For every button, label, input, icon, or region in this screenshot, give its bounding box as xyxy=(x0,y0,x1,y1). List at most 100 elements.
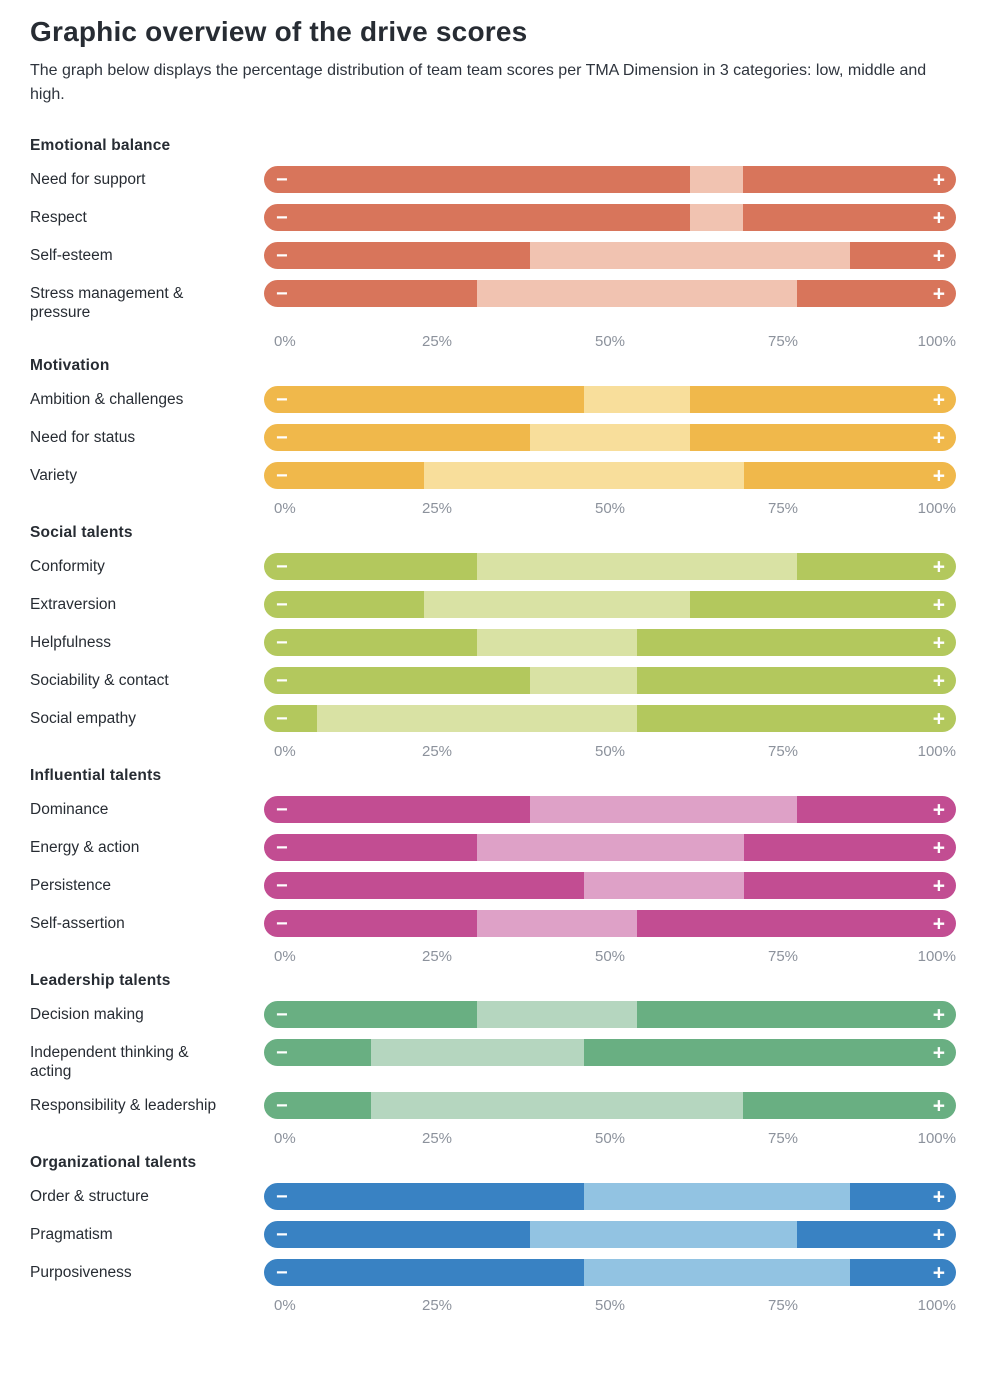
score-bar: − + xyxy=(264,1221,956,1249)
x-axis: 0% 25% 50% 75% 100% xyxy=(264,1297,956,1314)
dimension-group-4: Leadership talents Decision making − + Indep… xyxy=(30,972,956,1147)
axis-tick-label: 75% xyxy=(767,333,799,351)
segment-low xyxy=(264,462,424,490)
segment-low xyxy=(264,1221,531,1249)
score-row: Decision making − + xyxy=(30,1001,956,1029)
score-bar: − + xyxy=(264,553,956,581)
segment-middle xyxy=(477,629,637,657)
score-row: Variety − + xyxy=(30,462,956,490)
score-row: Sociability & contact − + xyxy=(30,667,956,695)
row-label: Responsibility & leadership xyxy=(30,1097,217,1115)
score-bar: − + xyxy=(264,796,956,824)
segment-low xyxy=(264,872,584,900)
segment-high xyxy=(796,796,956,824)
segment-low xyxy=(264,280,478,308)
row-label: Persistence xyxy=(30,877,111,895)
segment-high xyxy=(742,166,956,194)
score-bar: − + xyxy=(264,667,956,695)
segment-low xyxy=(264,424,531,452)
dimension-group-3: Influential talents Dominance − + Energy & a… xyxy=(30,767,956,965)
segment-middle xyxy=(530,667,637,695)
segment-middle xyxy=(477,1001,637,1029)
segment-high xyxy=(796,280,956,308)
segment-high xyxy=(743,872,956,900)
x-axis: 0% 25% 50% 75% 100% xyxy=(264,743,956,760)
segment-high xyxy=(690,591,956,619)
segment-middle xyxy=(583,1259,851,1287)
score-row: Stress management & pressure − + xyxy=(30,280,956,322)
segment-middle xyxy=(689,166,743,194)
axis-tick-label: 0% xyxy=(274,333,296,351)
chart-sections: Emotional balance Need for support − + Respe… xyxy=(30,137,956,1314)
segment-high xyxy=(636,1001,956,1029)
score-bar: − + xyxy=(264,462,956,490)
row-label: Independent thinking & acting xyxy=(30,1044,189,1081)
segment-low xyxy=(264,629,478,657)
row-label: Respect xyxy=(30,209,87,227)
axis-tick-label: 100% xyxy=(917,1297,956,1315)
group-title: Social talents xyxy=(30,524,133,542)
segment-high xyxy=(742,204,956,232)
axis-tick-label: 50% xyxy=(594,743,626,761)
axis-tick-label: 100% xyxy=(917,1130,956,1148)
segment-high xyxy=(850,1259,956,1287)
axis-tick-label: 0% xyxy=(274,1130,296,1148)
group-title: Emotional balance xyxy=(30,137,171,155)
axis-tick-label: 100% xyxy=(917,500,956,518)
score-row: Respect − + xyxy=(30,204,956,232)
segment-middle xyxy=(423,462,744,490)
axis-tick-label: 25% xyxy=(421,333,453,351)
segment-high xyxy=(742,1092,956,1120)
row-label: Self-assertion xyxy=(30,915,125,933)
score-row: Extraversion − + xyxy=(30,591,956,619)
segment-high xyxy=(583,1039,956,1067)
segment-high xyxy=(690,386,956,414)
axis-tick-label: 75% xyxy=(767,1130,799,1148)
segment-low xyxy=(264,1039,371,1067)
axis-tick-label: 100% xyxy=(917,948,956,966)
segment-middle xyxy=(530,424,691,452)
axis-tick-label: 25% xyxy=(421,743,453,761)
score-bar: − + xyxy=(264,591,956,619)
score-row: Self-assertion − + xyxy=(30,910,956,938)
dimension-group-1: Motivation Ambition & challenges − + Need fo… xyxy=(30,357,956,517)
segment-middle xyxy=(477,553,797,581)
score-bar: − + xyxy=(264,910,956,938)
segment-low xyxy=(264,166,690,194)
score-bar: − + xyxy=(264,872,956,900)
segment-middle xyxy=(583,1183,851,1211)
axis-tick-label: 0% xyxy=(274,500,296,518)
row-label: Variety xyxy=(30,467,78,485)
segment-high xyxy=(796,1221,956,1249)
score-row: Conformity − + xyxy=(30,553,956,581)
segment-middle xyxy=(583,386,691,414)
segment-middle xyxy=(477,280,797,308)
segment-middle xyxy=(317,705,637,733)
score-row: Social empathy − + xyxy=(30,705,956,733)
row-label: Stress management & pressure xyxy=(30,285,184,322)
score-bar: − + xyxy=(264,1039,956,1067)
row-label: Social empathy xyxy=(30,710,136,728)
axis-tick-label: 0% xyxy=(274,1297,296,1315)
segment-low xyxy=(264,1183,584,1211)
score-bar: − + xyxy=(264,1092,956,1120)
axis-tick-label: 25% xyxy=(421,500,453,518)
segment-low xyxy=(264,1001,478,1029)
page-title: Graphic overview of the drive scores xyxy=(30,16,528,47)
score-bar: − + xyxy=(264,386,956,414)
segment-low xyxy=(264,204,690,232)
segment-high xyxy=(743,834,956,862)
segment-low xyxy=(264,834,478,862)
score-bar: − + xyxy=(264,204,956,232)
row-label: Need for support xyxy=(30,171,146,189)
segment-high xyxy=(636,667,956,695)
segment-middle xyxy=(530,242,851,270)
segment-low xyxy=(264,553,478,581)
segment-low xyxy=(264,1259,584,1287)
row-label: Extraversion xyxy=(30,596,117,614)
segment-low xyxy=(264,910,478,938)
row-label: Order & structure xyxy=(30,1188,149,1206)
axis-tick-label: 25% xyxy=(421,1130,453,1148)
segment-middle xyxy=(530,796,797,824)
group-title: Motivation xyxy=(30,357,110,375)
